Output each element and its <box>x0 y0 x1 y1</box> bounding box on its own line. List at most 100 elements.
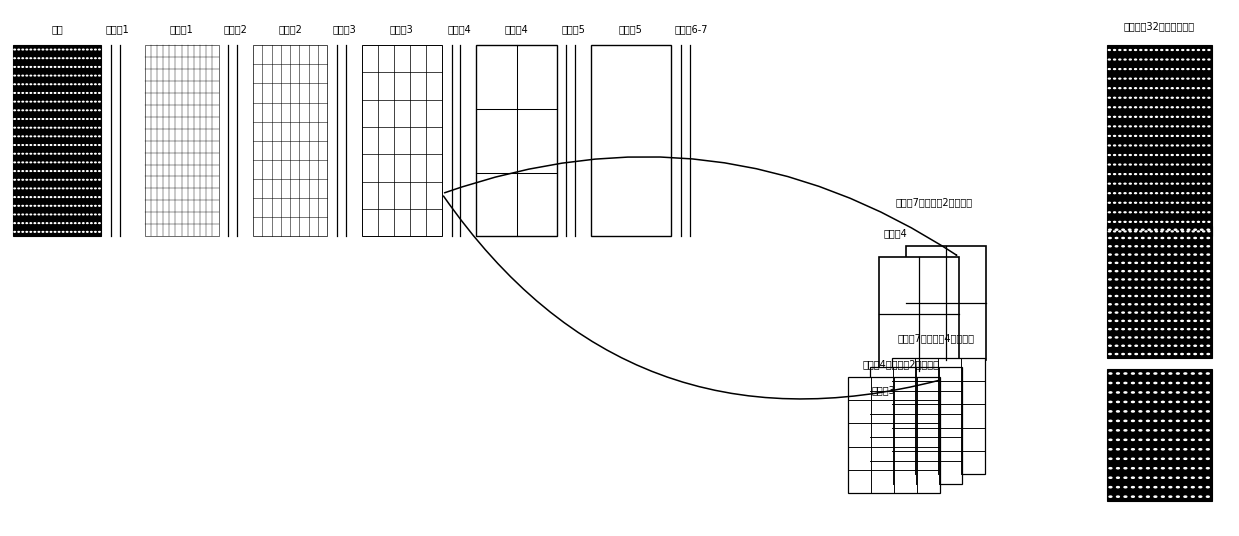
Circle shape <box>1192 212 1194 213</box>
Circle shape <box>30 223 31 224</box>
Circle shape <box>1187 164 1189 165</box>
Circle shape <box>46 223 48 224</box>
Circle shape <box>38 171 40 172</box>
Circle shape <box>46 66 48 67</box>
Circle shape <box>1141 304 1144 305</box>
Circle shape <box>1175 262 1177 263</box>
Circle shape <box>1177 487 1180 488</box>
Circle shape <box>1167 337 1170 338</box>
Circle shape <box>1121 254 1124 255</box>
Circle shape <box>30 84 31 85</box>
Text: 池化层3: 池化层3 <box>871 385 896 395</box>
Circle shape <box>1208 59 1211 60</box>
Circle shape <box>1182 154 1183 155</box>
Circle shape <box>90 188 92 189</box>
Circle shape <box>1187 174 1189 175</box>
Circle shape <box>1149 279 1151 280</box>
Circle shape <box>38 214 40 215</box>
Circle shape <box>42 171 43 172</box>
Circle shape <box>58 136 59 137</box>
Circle shape <box>1175 279 1177 280</box>
Text: 卷积层4: 卷积层4 <box>447 24 471 34</box>
Circle shape <box>1124 439 1126 441</box>
Circle shape <box>83 223 84 224</box>
Circle shape <box>55 84 56 85</box>
Circle shape <box>1116 401 1119 403</box>
Circle shape <box>55 101 56 102</box>
Circle shape <box>55 118 56 120</box>
Circle shape <box>1140 183 1142 184</box>
Circle shape <box>1192 202 1194 203</box>
Circle shape <box>1156 59 1157 60</box>
Circle shape <box>51 205 52 206</box>
Circle shape <box>1141 321 1144 322</box>
Circle shape <box>1177 373 1180 374</box>
Circle shape <box>1135 145 1136 146</box>
Circle shape <box>1208 183 1211 184</box>
Circle shape <box>42 118 43 120</box>
Circle shape <box>1192 496 1194 497</box>
Circle shape <box>1155 237 1157 239</box>
Circle shape <box>1139 411 1142 412</box>
Circle shape <box>1167 254 1170 255</box>
Circle shape <box>1114 126 1115 127</box>
Circle shape <box>38 84 40 85</box>
Circle shape <box>26 118 27 120</box>
Circle shape <box>1184 477 1187 478</box>
Circle shape <box>1140 78 1142 79</box>
Circle shape <box>1161 392 1165 393</box>
Circle shape <box>1156 116 1157 117</box>
Circle shape <box>1154 373 1157 374</box>
Circle shape <box>55 66 56 67</box>
Circle shape <box>1166 145 1168 146</box>
Circle shape <box>1167 329 1170 330</box>
Circle shape <box>14 223 15 224</box>
Circle shape <box>99 223 100 224</box>
Circle shape <box>71 101 72 102</box>
Circle shape <box>1129 145 1131 146</box>
Circle shape <box>1177 212 1178 213</box>
Circle shape <box>1135 183 1136 184</box>
Circle shape <box>1201 271 1203 272</box>
Circle shape <box>1161 145 1162 146</box>
Circle shape <box>83 188 84 189</box>
Circle shape <box>1197 59 1199 60</box>
Circle shape <box>1114 59 1115 60</box>
Circle shape <box>46 214 48 215</box>
Circle shape <box>1129 107 1131 108</box>
Circle shape <box>1187 312 1189 313</box>
Circle shape <box>1192 126 1194 127</box>
Circle shape <box>1197 126 1199 127</box>
Circle shape <box>1182 59 1183 60</box>
Text: 作步长为16的上采样预测: 作步长为16的上采样预测 <box>1124 191 1194 202</box>
Circle shape <box>1124 164 1126 165</box>
Circle shape <box>1129 221 1131 222</box>
Circle shape <box>38 49 40 50</box>
Circle shape <box>1166 154 1168 155</box>
Circle shape <box>1150 154 1152 155</box>
Circle shape <box>62 84 64 85</box>
Circle shape <box>1129 69 1131 70</box>
Circle shape <box>1145 221 1147 222</box>
Circle shape <box>1146 401 1150 403</box>
Circle shape <box>90 136 92 137</box>
Circle shape <box>1135 126 1136 127</box>
Circle shape <box>1149 245 1151 247</box>
Circle shape <box>35 214 36 215</box>
Circle shape <box>1199 420 1202 421</box>
Circle shape <box>1149 321 1151 322</box>
Circle shape <box>1154 420 1157 421</box>
Circle shape <box>1135 271 1137 272</box>
Circle shape <box>1177 164 1178 165</box>
Circle shape <box>35 75 36 76</box>
Circle shape <box>1201 337 1203 338</box>
Circle shape <box>1135 287 1137 288</box>
Circle shape <box>1140 116 1142 117</box>
Circle shape <box>1135 231 1136 232</box>
Circle shape <box>90 171 92 172</box>
Circle shape <box>1135 312 1137 313</box>
Circle shape <box>1207 458 1209 459</box>
Circle shape <box>74 136 76 137</box>
Circle shape <box>35 223 36 224</box>
Circle shape <box>1187 69 1189 70</box>
